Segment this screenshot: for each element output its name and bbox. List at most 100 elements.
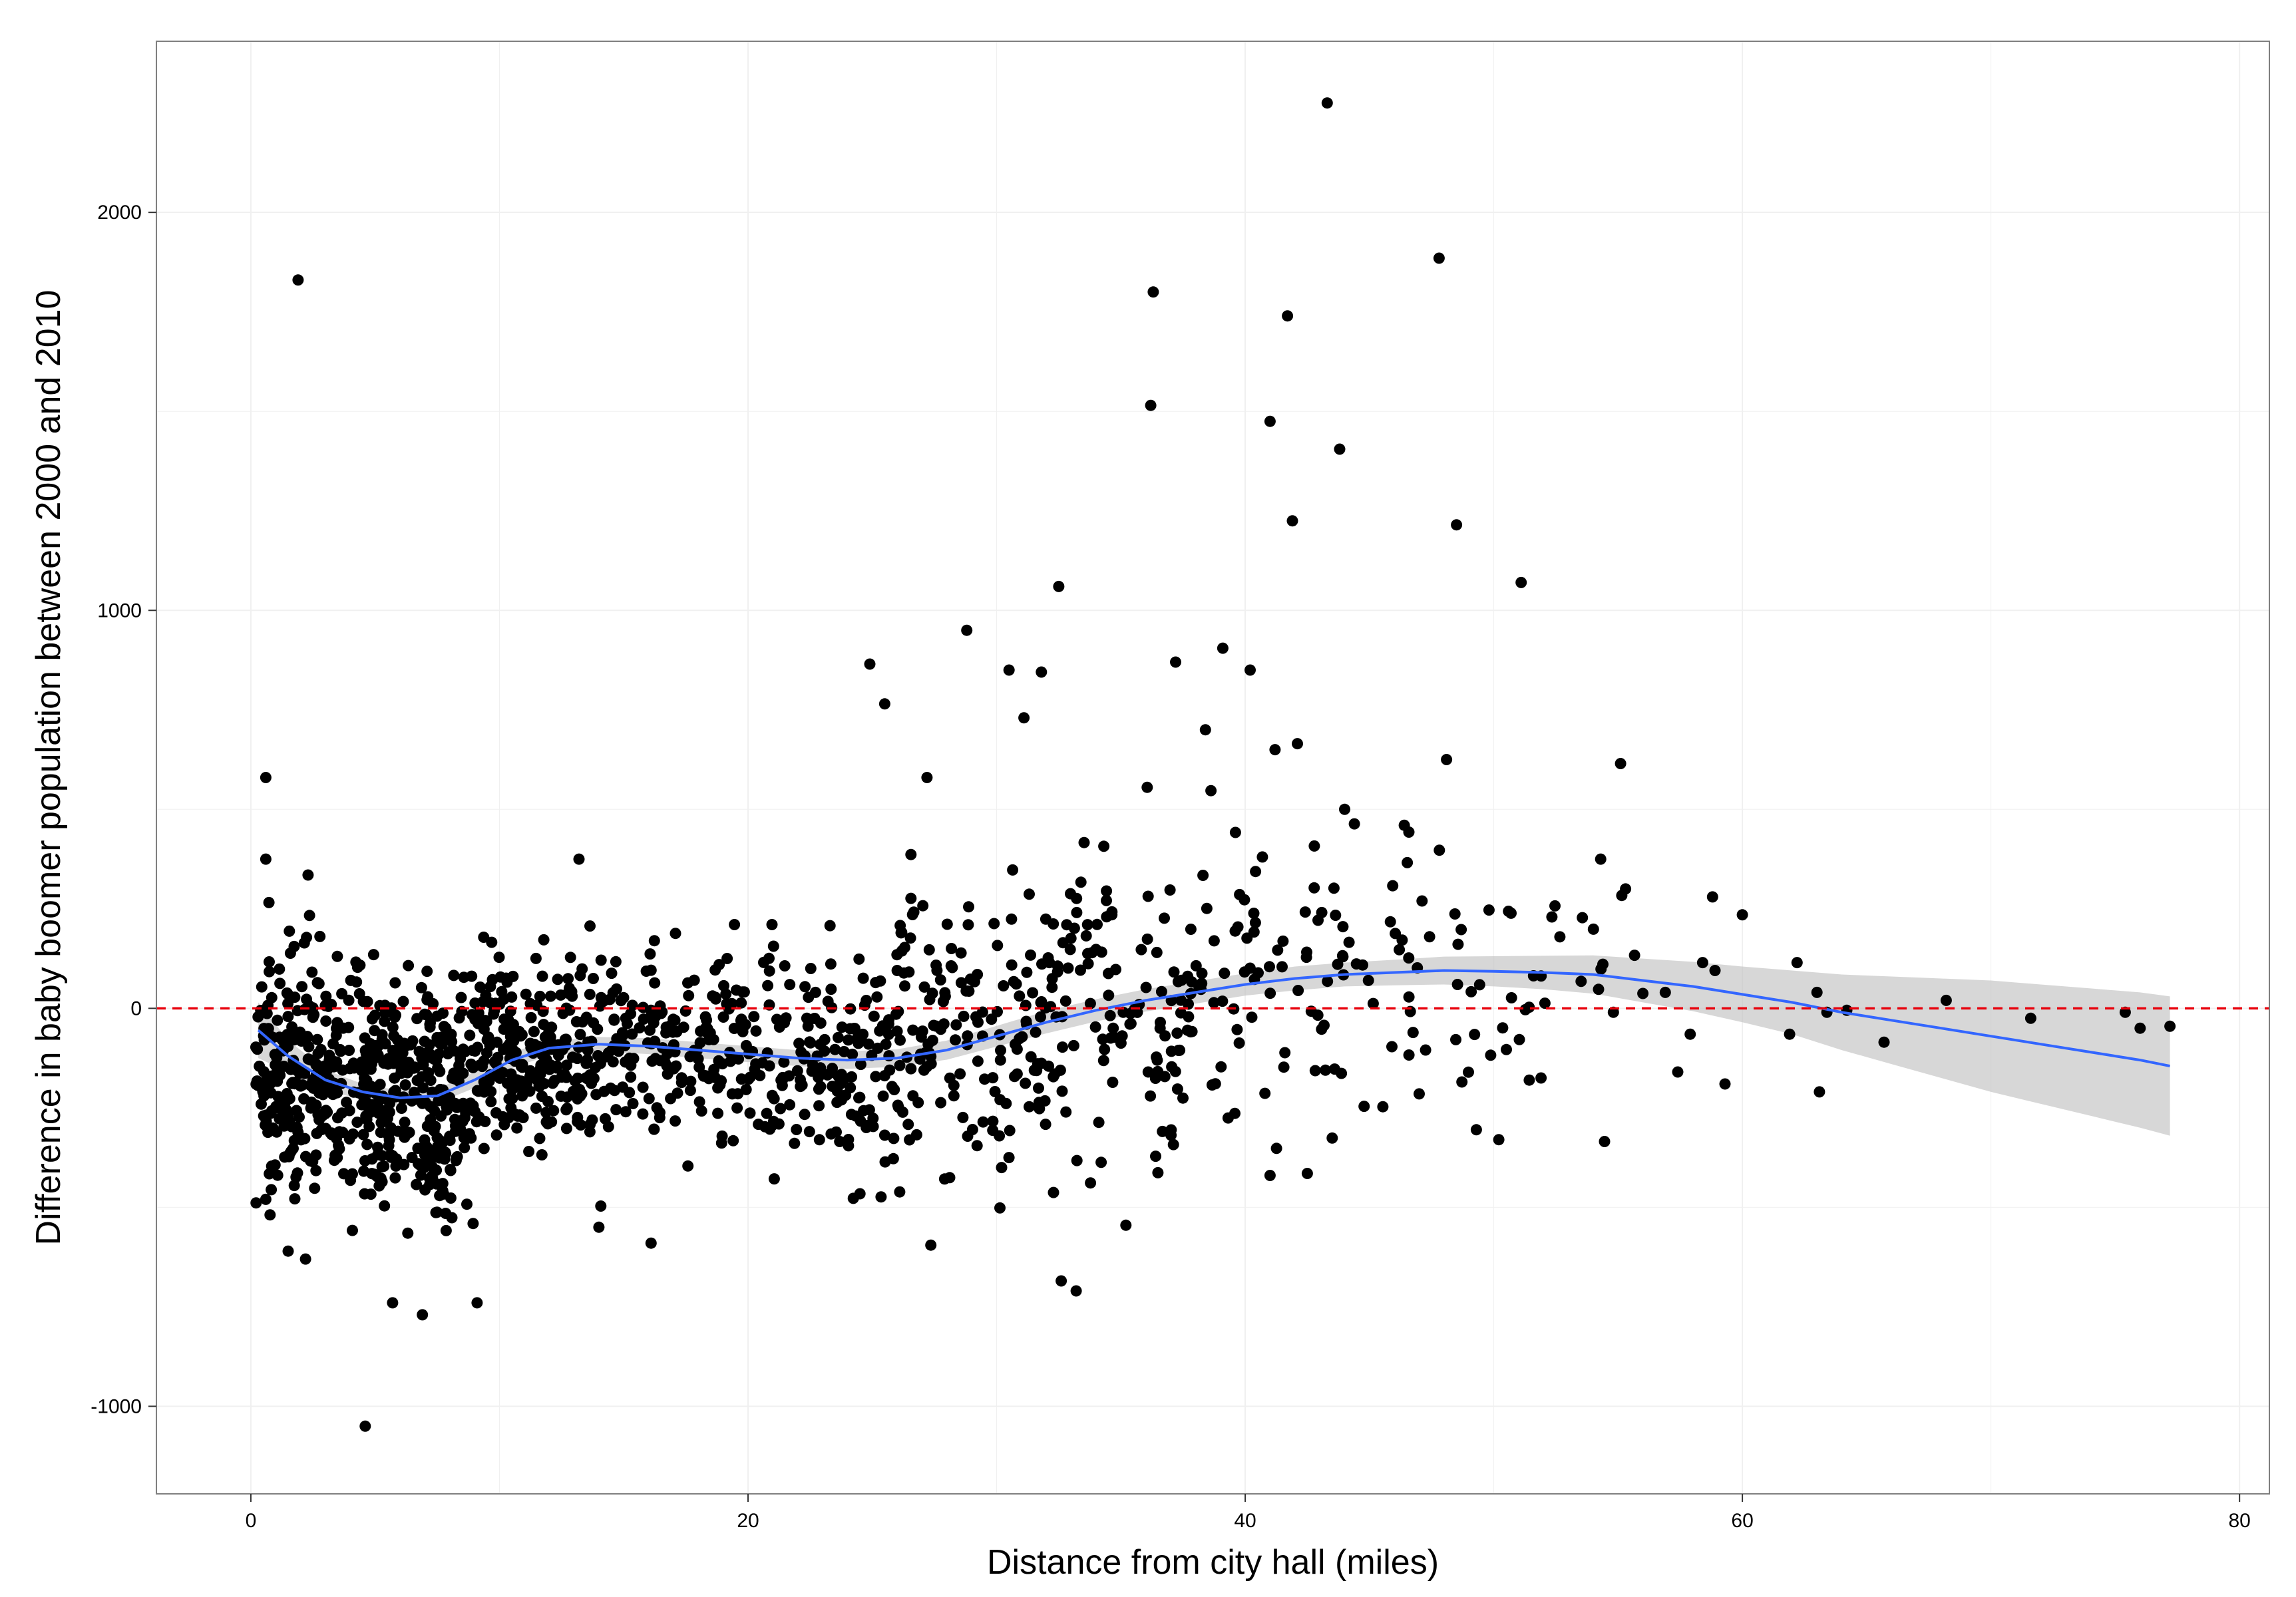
data-point <box>281 1088 293 1099</box>
data-point <box>1326 1132 1338 1144</box>
data-point <box>1321 97 1333 109</box>
data-point <box>1696 957 1708 969</box>
data-point <box>411 1178 423 1190</box>
data-point <box>1811 986 1823 998</box>
data-point <box>561 1091 573 1103</box>
data-point <box>744 1071 756 1083</box>
data-point <box>805 963 817 974</box>
data-point <box>1035 1011 1046 1023</box>
data-point <box>488 1005 500 1017</box>
data-point <box>675 1077 687 1089</box>
data-point <box>1177 1092 1189 1104</box>
data-point <box>1093 1117 1105 1129</box>
data-point <box>780 1012 792 1024</box>
data-point <box>644 948 656 960</box>
data-point <box>485 1096 497 1108</box>
data-point <box>1587 923 1599 935</box>
data-point <box>481 1047 492 1059</box>
data-point <box>934 974 946 986</box>
data-point <box>831 1097 843 1109</box>
data-point <box>395 1064 407 1076</box>
data-point <box>1190 960 1202 972</box>
data-point <box>728 1023 740 1034</box>
data-point <box>1098 840 1110 852</box>
data-point <box>1108 1031 1120 1043</box>
data-point <box>445 1164 457 1176</box>
data-point <box>267 1122 279 1134</box>
data-point <box>1049 1068 1061 1080</box>
data-point <box>1157 1125 1169 1137</box>
data-point <box>715 1075 727 1087</box>
data-point <box>1292 738 1303 750</box>
data-point <box>1248 908 1260 919</box>
data-point <box>347 1128 359 1140</box>
data-point <box>962 1030 974 1042</box>
data-point <box>879 1156 891 1168</box>
data-point <box>757 1057 769 1069</box>
data-point <box>284 925 295 937</box>
data-point <box>803 991 815 1003</box>
data-point <box>1032 1058 1044 1070</box>
data-point <box>1312 1009 1324 1021</box>
data-point <box>564 982 575 994</box>
data-point <box>871 991 883 1003</box>
data-point <box>399 1079 411 1091</box>
data-point <box>768 1093 780 1105</box>
data-point <box>1719 1078 1731 1090</box>
data-point <box>1101 885 1113 897</box>
data-point <box>928 1019 940 1031</box>
data-point <box>351 976 363 988</box>
data-point <box>853 953 865 965</box>
data-point <box>649 1035 661 1047</box>
data-point <box>1277 935 1289 947</box>
data-point <box>1106 906 1118 918</box>
data-point <box>1535 1072 1547 1084</box>
data-point <box>1045 1001 1057 1013</box>
data-point <box>1659 986 1671 998</box>
data-point <box>683 989 695 1001</box>
data-point <box>391 1153 403 1165</box>
confidence-band-area <box>258 955 2170 1136</box>
data-point <box>1301 1168 1313 1179</box>
data-point <box>971 1140 983 1152</box>
data-point <box>1006 959 1018 971</box>
data-point <box>425 1114 437 1126</box>
data-point <box>1814 1086 1825 1098</box>
data-point <box>767 940 779 952</box>
data-point <box>1024 888 1035 900</box>
data-point <box>536 1149 548 1160</box>
data-point <box>838 1045 850 1057</box>
data-point <box>366 1013 378 1025</box>
data-point <box>1042 952 1054 964</box>
data-point <box>1110 964 1121 976</box>
data-point <box>954 1068 966 1080</box>
data-point <box>1173 1045 1185 1056</box>
data-point <box>649 977 661 989</box>
data-point <box>891 1025 903 1037</box>
data-point <box>1097 1055 1109 1067</box>
data-point <box>739 1019 751 1031</box>
data-point <box>264 1107 276 1119</box>
data-point <box>1018 712 1030 724</box>
data-point <box>1308 882 1320 894</box>
data-point <box>1452 938 1464 950</box>
data-point <box>519 1081 531 1092</box>
data-point <box>679 1005 691 1017</box>
data-point <box>1003 664 1015 676</box>
data-point <box>311 977 323 989</box>
data-point <box>274 977 286 989</box>
data-point <box>939 987 951 999</box>
data-point <box>328 1154 340 1166</box>
data-point <box>854 1188 866 1200</box>
data-point <box>261 1007 273 1019</box>
data-point <box>560 1123 572 1135</box>
data-point <box>1046 973 1058 985</box>
data-point <box>963 901 974 913</box>
data-point <box>834 1136 846 1147</box>
data-point <box>773 1118 785 1130</box>
data-point <box>1433 252 1445 264</box>
data-point <box>964 974 976 985</box>
data-point <box>1024 1101 1035 1113</box>
data-point <box>284 1147 295 1159</box>
data-point <box>910 1129 922 1141</box>
